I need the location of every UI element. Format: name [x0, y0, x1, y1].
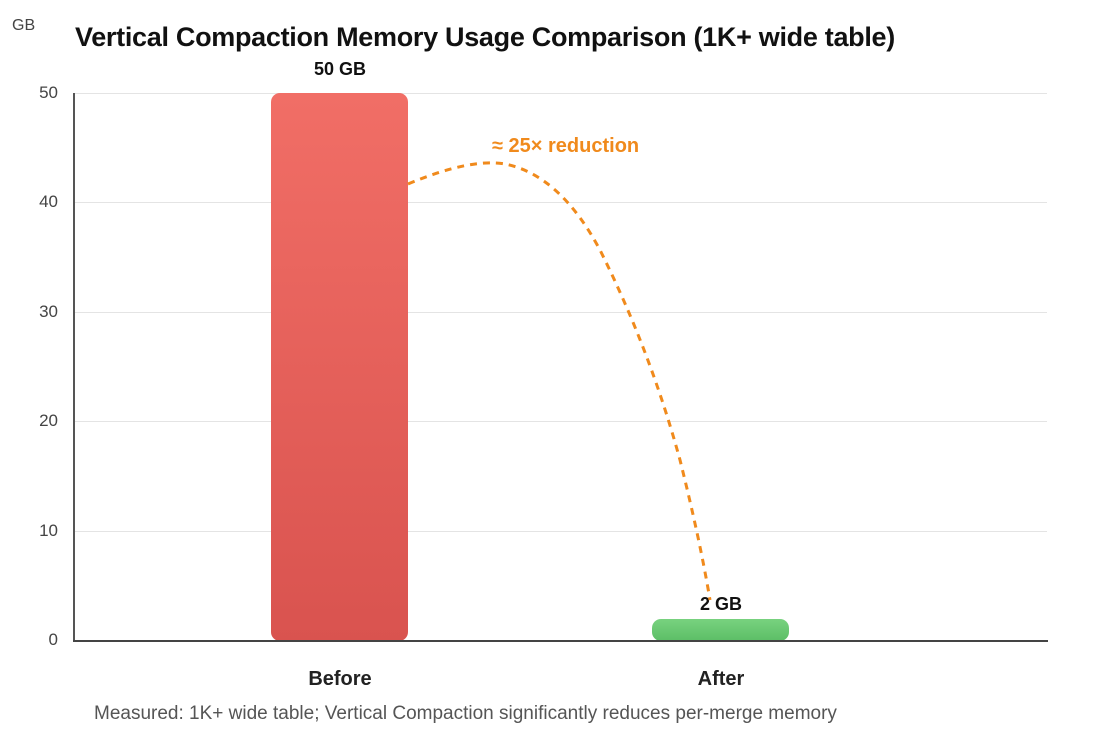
y-tick-0: 0: [48, 630, 58, 649]
category-label-after: After: [697, 668, 745, 690]
y-tick-10: 10: [39, 521, 58, 540]
y-tick-50: 50: [39, 83, 58, 102]
chart-title: Vertical Compaction Memory Usage Compari…: [75, 22, 895, 52]
y-axis: [73, 93, 75, 642]
gridline-50: [75, 93, 1047, 94]
x-axis: [73, 640, 1048, 642]
y-tick-30: 30: [39, 302, 58, 321]
gridline-20: [75, 421, 1047, 422]
bar-after: [652, 619, 789, 641]
gridline-40: [75, 202, 1047, 203]
footnote: Measured: 1K+ wide table; Vertical Compa…: [94, 703, 837, 724]
category-label-before: Before: [308, 668, 372, 690]
gridline-30: [75, 312, 1047, 313]
y-tick-40: 40: [39, 192, 58, 211]
y-axis-unit-label: GB: [12, 17, 36, 34]
value-label-before: 50 GB: [313, 59, 367, 79]
bar-before: [271, 93, 408, 641]
gridline-10: [75, 531, 1047, 532]
y-tick-20: 20: [39, 411, 58, 430]
reduction-annotation: ≈ 25× reduction: [492, 135, 640, 157]
